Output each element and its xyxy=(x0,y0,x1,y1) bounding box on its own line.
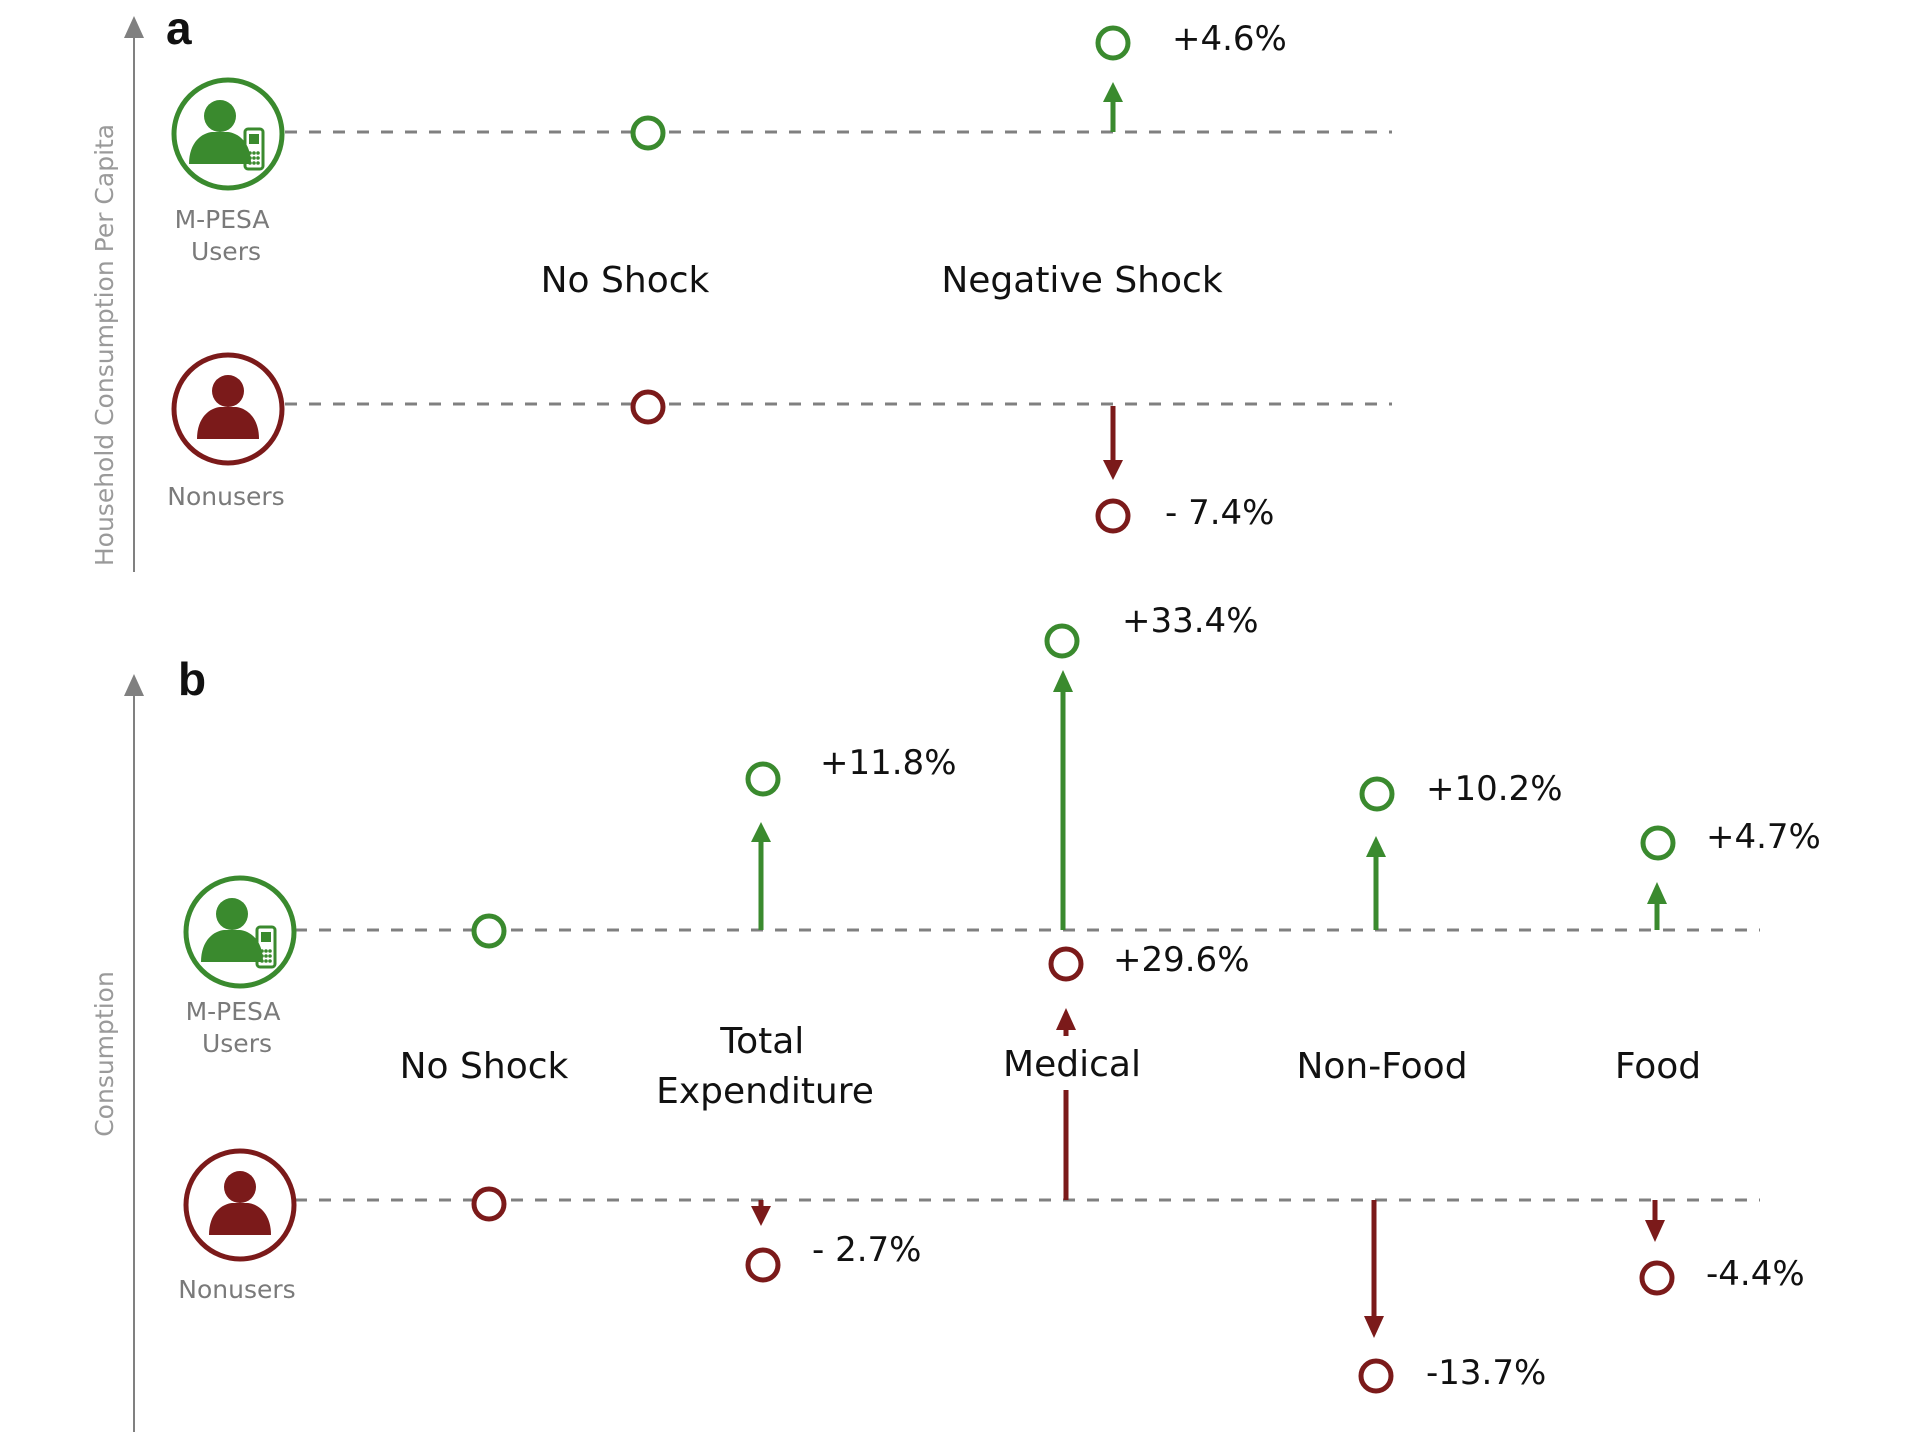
arrowhead-nonusers-total-expenditure-b xyxy=(751,1206,771,1226)
category-label-medical-b: Medical xyxy=(1003,1044,1141,1085)
users-label-a: M-PESA Users xyxy=(175,205,278,266)
y-axis-arrowhead-b xyxy=(124,674,144,696)
arrowhead-nonusers-non-food-b xyxy=(1364,1316,1384,1338)
panel-a: Household Consumption Per Capita a M-PES… xyxy=(90,2,1392,572)
nonuser-avatar-a xyxy=(171,352,285,466)
value-label-users-medical-b: +33.4% xyxy=(1122,601,1259,641)
y-axis-title-a: Household Consumption Per Capita xyxy=(90,124,119,566)
users-label-b: M-PESA Users xyxy=(186,997,289,1058)
marker-users-food-b xyxy=(1640,825,1676,861)
value-label-users-food-b: +4.7% xyxy=(1706,817,1821,857)
y-axis-title-b: Consumption xyxy=(90,971,119,1137)
marker-users-negative-shock-a xyxy=(1095,25,1131,61)
category-label-no-shock-b: No Shock xyxy=(400,1046,569,1087)
arrowhead-users-medical-b xyxy=(1053,670,1073,692)
category-label-total-expenditure-b: Total Expenditure xyxy=(656,1021,874,1112)
value-label-users-negative-shock-a: +4.6% xyxy=(1172,19,1287,59)
marker-users-total-expenditure-b xyxy=(745,761,781,797)
marker-users-non-food-b xyxy=(1359,776,1395,812)
marker-users-no-shock-b xyxy=(471,913,507,949)
arrowhead-users-non-food-b xyxy=(1366,836,1386,857)
panel-letter-b: b xyxy=(178,653,206,705)
arrowhead-nonusers-negative-shock-a xyxy=(1103,460,1123,480)
arrowhead-users-negative-shock-a xyxy=(1103,82,1123,102)
arrowhead-users-total-expenditure-b xyxy=(751,822,771,842)
marker-users-no-shock-a xyxy=(630,115,666,151)
value-label-nonusers-negative-shock-a: - 7.4% xyxy=(1165,493,1274,533)
value-label-nonusers-non-food-b: -13.7% xyxy=(1426,1353,1546,1393)
nonuser-avatar-b xyxy=(183,1148,297,1262)
arrowhead-users-food-b xyxy=(1647,882,1667,904)
marker-nonusers-no-shock-a xyxy=(630,389,666,425)
panel-letter-a: a xyxy=(166,2,192,54)
panel-b: Consumption b M-PESA Users Nonusers No S… xyxy=(90,601,1821,1432)
user-avatar-a xyxy=(171,77,285,191)
nonusers-label-b: Nonusers xyxy=(178,1275,295,1304)
y-axis-arrowhead-a xyxy=(124,16,144,38)
marker-nonusers-no-shock-b xyxy=(471,1186,507,1222)
value-label-nonusers-total-expenditure-b: - 2.7% xyxy=(812,1230,921,1270)
arrowhead-nonusers-food-b xyxy=(1645,1220,1665,1242)
value-label-nonusers-food-b: -4.4% xyxy=(1706,1254,1805,1294)
marker-nonusers-non-food-b xyxy=(1358,1358,1394,1394)
category-label-no-shock-a: No Shock xyxy=(541,260,710,301)
category-label-food-b: Food xyxy=(1615,1046,1701,1087)
arrowhead-nonusers-medical-b xyxy=(1056,1008,1076,1030)
category-label-non-food-b: Non-Food xyxy=(1296,1046,1467,1087)
category-label-negative-shock-a: Negative Shock xyxy=(941,260,1222,301)
marker-nonusers-total-expenditure-b xyxy=(745,1247,781,1283)
value-label-users-non-food-b: +10.2% xyxy=(1426,769,1563,809)
user-avatar-b xyxy=(183,875,297,989)
value-label-users-total-expenditure-b: +11.8% xyxy=(820,743,957,783)
value-label-nonusers-medical-b: +29.6% xyxy=(1113,940,1250,980)
marker-nonusers-food-b xyxy=(1639,1260,1675,1296)
nonusers-label-a: Nonusers xyxy=(167,482,284,511)
marker-users-medical-b xyxy=(1044,623,1080,659)
marker-nonusers-medical-b xyxy=(1048,946,1084,982)
marker-nonusers-negative-shock-a xyxy=(1095,498,1131,534)
